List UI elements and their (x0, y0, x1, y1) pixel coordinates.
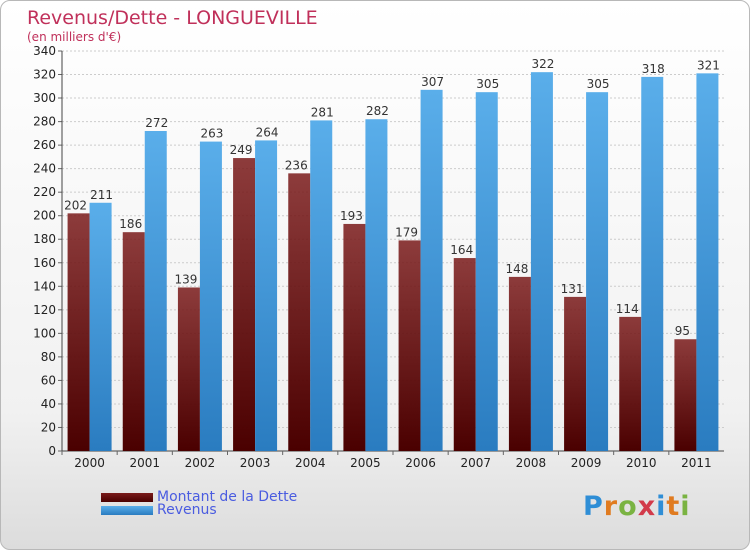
y-tick-label: 20 (41, 420, 56, 434)
legend-swatch-dette (101, 492, 153, 502)
bar-revenus-label: 318 (642, 62, 665, 76)
bar-revenus (365, 119, 388, 451)
chart-title: Revenus/Dette - LONGUEVILLE (27, 7, 318, 29)
bar-dette (564, 296, 587, 451)
bar-dette-label: 95 (675, 324, 690, 338)
bar-revenus (475, 92, 498, 452)
y-tick-label: 200 (33, 209, 56, 223)
y-tick-label: 240 (33, 162, 56, 176)
bar-revenus (310, 120, 333, 451)
bar-revenus (255, 140, 278, 452)
bar-revenus (420, 89, 443, 451)
x-tick-label: 2011 (681, 456, 712, 470)
logo-letter: o (618, 491, 638, 522)
bar-dette-label: 179 (395, 225, 418, 239)
bar-revenus (89, 202, 112, 451)
legend-swatch-revenus (101, 505, 153, 515)
x-tick-label: 2000 (74, 456, 105, 470)
y-tick-label: 160 (33, 256, 56, 270)
logo-letter: i (680, 491, 691, 522)
bar-revenus-label: 264 (256, 125, 279, 139)
bar-revenus-label: 305 (476, 77, 499, 91)
bar-dette (122, 232, 145, 451)
legend-label-dette: Montant de la Dette (157, 489, 298, 505)
proxiti-logo: Proxiti (583, 491, 691, 522)
y-tick-label: 40 (41, 397, 56, 411)
legend-item-revenus: Revenus (101, 502, 217, 518)
y-tick-label: 60 (41, 373, 56, 387)
bar-revenus-label: 263 (200, 127, 223, 141)
bar-dette (674, 339, 697, 451)
bar-dette-label: 186 (119, 217, 142, 231)
bar-revenus (144, 131, 167, 451)
bar-dette (177, 287, 200, 451)
y-tick-label: 0 (48, 444, 56, 458)
bar-revenus (530, 72, 553, 452)
bar-revenus-label: 305 (587, 77, 610, 91)
x-tick-label: 2002 (185, 456, 216, 470)
bar-revenus-label: 282 (366, 104, 389, 118)
y-tick-label: 340 (33, 44, 56, 58)
legend-label-revenus: Revenus (157, 502, 217, 518)
bar-dette-label: 236 (285, 158, 308, 172)
y-tick-label: 80 (41, 350, 56, 364)
bar-dette (508, 276, 531, 451)
bar-revenus-label: 322 (531, 57, 554, 71)
logo-letter: i (656, 491, 667, 522)
chart-subtitle: (en milliers d'€) (27, 30, 122, 44)
bar-revenus (199, 141, 222, 451)
bar-dette-label: 114 (616, 302, 639, 316)
y-tick-label: 220 (33, 185, 56, 199)
x-tick-label: 2005 (350, 456, 381, 470)
x-tick-label: 2008 (516, 456, 547, 470)
bar-dette (67, 213, 90, 451)
bar-dette-label: 193 (340, 209, 363, 223)
bar-dette (343, 223, 366, 451)
legend-item-dette: Montant de la Dette (101, 489, 297, 505)
bar-dette-label: 202 (64, 198, 87, 212)
y-tick-label: 120 (33, 303, 56, 317)
x-tick-label: 2009 (571, 456, 602, 470)
bar-dette-label: 139 (174, 272, 197, 286)
x-tick-label: 2001 (129, 456, 160, 470)
bar-revenus-label: 211 (90, 188, 113, 202)
bar-dette-label: 249 (230, 143, 253, 157)
logo-letter: P (583, 491, 604, 522)
bar-dette-label: 164 (450, 243, 473, 257)
logo-letter: t (666, 491, 681, 522)
bar-revenus (586, 92, 609, 452)
bar-dette (619, 316, 642, 451)
bar-dette-label: 131 (561, 282, 584, 296)
bar-dette (453, 258, 476, 451)
bar-dette (398, 240, 421, 451)
y-tick-label: 140 (33, 279, 56, 293)
bar-dette (288, 173, 311, 451)
bar-revenus-label: 281 (311, 105, 334, 119)
x-tick-label: 2003 (240, 456, 271, 470)
x-tick-label: 2010 (626, 456, 657, 470)
x-tick-label: 2004 (295, 456, 326, 470)
bar-revenus (696, 73, 719, 452)
y-tick-label: 280 (33, 115, 56, 129)
y-tick-label: 100 (33, 326, 56, 340)
bar-dette (233, 158, 256, 451)
bar-revenus (641, 76, 664, 451)
bar-revenus-label: 307 (421, 75, 444, 89)
bar-revenus-label: 272 (145, 116, 168, 130)
y-tick-label: 320 (33, 68, 56, 82)
bar-dette-label: 148 (505, 262, 528, 276)
y-tick-label: 180 (33, 232, 56, 246)
bar-revenus-label: 321 (697, 58, 720, 72)
y-tick-label: 300 (33, 91, 56, 105)
y-tick-label: 260 (33, 138, 56, 152)
logo-letter: r (603, 491, 619, 522)
x-tick-label: 2007 (460, 456, 491, 470)
x-tick-label: 2006 (405, 456, 436, 470)
logo-letter: x (637, 491, 657, 522)
